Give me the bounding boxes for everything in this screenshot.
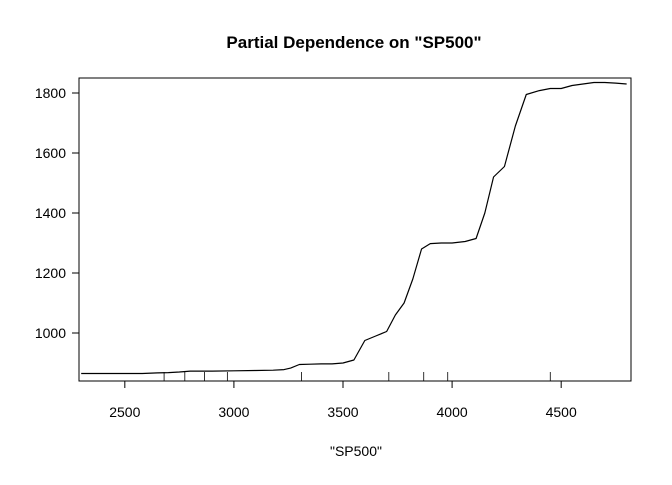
y-tick-label: 1000 [35, 325, 66, 341]
x-axis: 2500 3000 3500 4000 4500 [109, 381, 577, 420]
x-tick-label: 3000 [218, 404, 249, 420]
y-tick-label: 1200 [35, 265, 66, 281]
x-tick-label: 2500 [109, 404, 140, 420]
rug-marks [163, 372, 551, 381]
plot-area-frame [78, 77, 632, 382]
y-axis: 1000 1200 1400 1600 1800 [35, 85, 79, 341]
series-layer [81, 81, 627, 375]
x-tick-label: 4500 [546, 404, 577, 420]
y-tick-label: 1400 [35, 205, 66, 221]
partial-dependence-line [81, 81, 627, 375]
y-tick-label: 1600 [35, 145, 66, 161]
y-tick-label: 1800 [35, 85, 66, 101]
x-tick-label: 4000 [437, 404, 468, 420]
x-tick-label: 3500 [327, 404, 358, 420]
chart-title: Partial Dependence on "SP500" [226, 33, 481, 52]
x-axis-label: "SP500" [330, 443, 382, 459]
